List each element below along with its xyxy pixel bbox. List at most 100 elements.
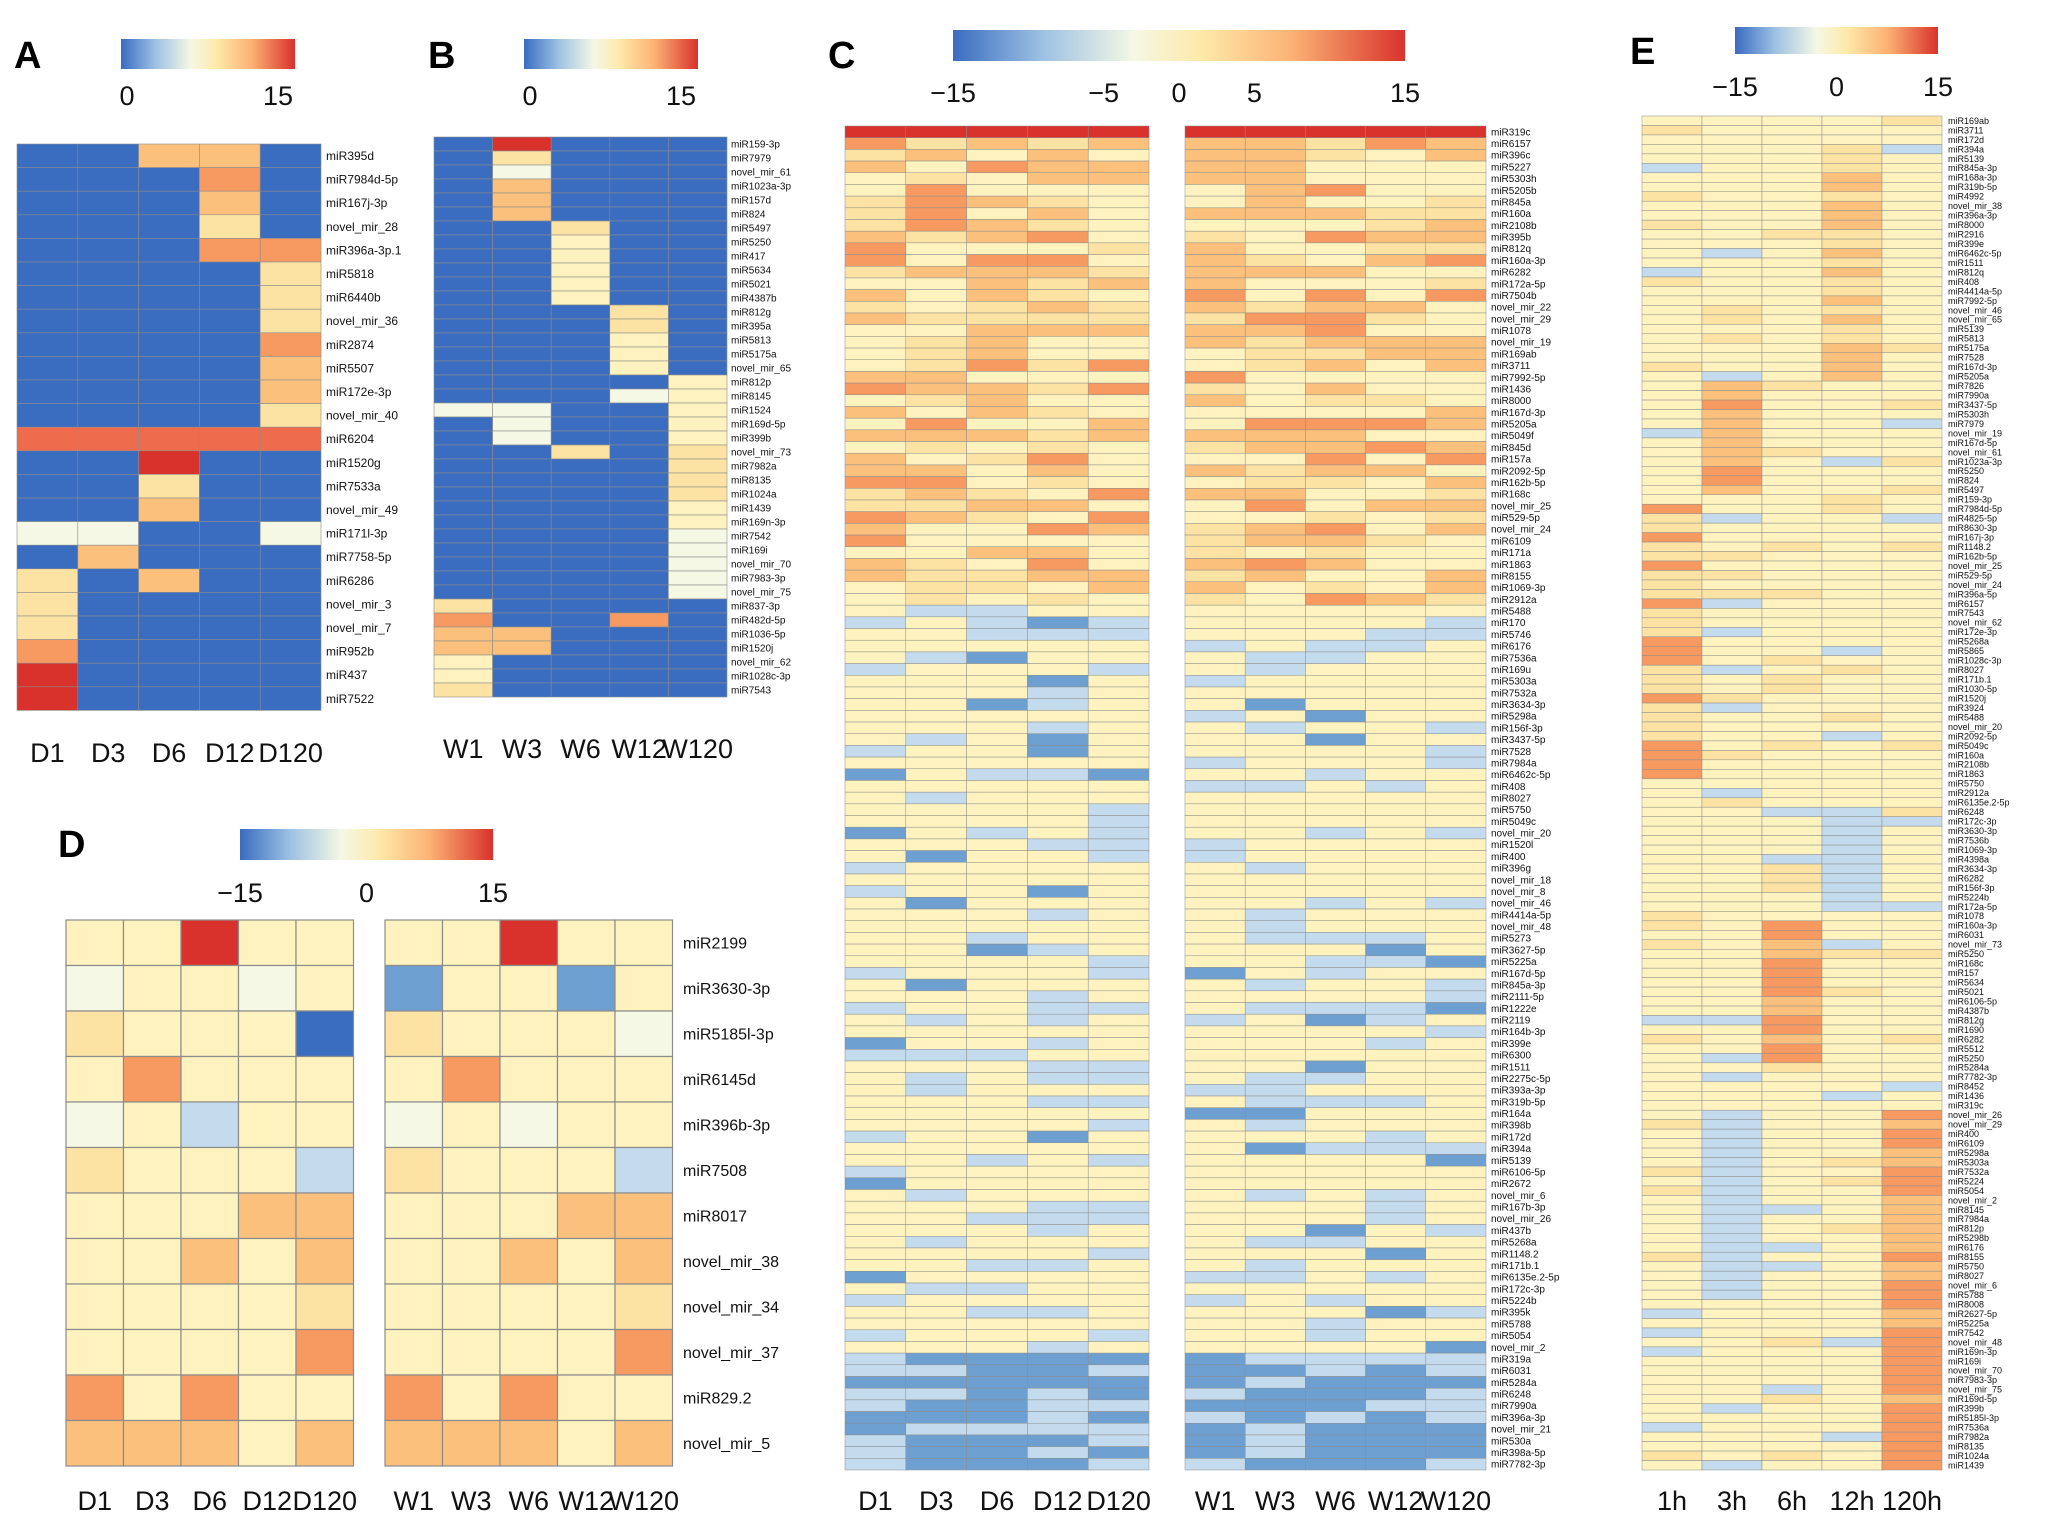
panel-e-cell [1701,579,1763,590]
panel-c-right-row-label: miR6106-5p [1491,1167,1546,1178]
panel-d-left-cell [180,1283,240,1331]
panel-c-left-cell [1027,1423,1089,1436]
panel-c-right-cell [1244,873,1306,886]
panel-c-right-row-label: miR171a [1491,548,1531,559]
panel-b-cell [668,136,728,152]
panel-e-cell [1701,1100,1763,1111]
panel-e-cell [1701,835,1763,846]
panel-d-left-cell [122,1146,182,1194]
panel-c-right-cell [1425,1060,1487,1073]
panel-c-right-cell [1244,371,1306,384]
panel-d-right-cell [441,1101,501,1149]
panel-c-left-cell [844,476,907,489]
panel-e-cell [1641,352,1703,363]
panel-e-cell [1701,892,1763,903]
panel-c-right-cell [1425,721,1487,734]
panel-c-right-cell [1244,265,1306,279]
panel-e-cell [1821,788,1883,798]
panel-c-left-cell [1087,908,1150,921]
panel-d-right-cell [556,1101,616,1149]
panel-a-row-label: novel_mir_3 [326,597,392,611]
panel-e-cell [1881,1403,1943,1414]
panel-a-cell [259,639,322,664]
panel-e-cell [1881,1138,1943,1149]
panel-c-right-cell [1425,289,1487,302]
panel-e-cell [1821,522,1883,533]
panel-c-left-cell [966,558,1028,571]
panel-d-left-cell [237,1283,297,1331]
panel-c-left-cell [905,815,967,828]
panel-c-right-cell [1305,955,1366,968]
panel-c-right-cell [1184,149,1246,162]
panel-d-right-col-label: W6 [509,1486,550,1516]
panel-c-right-cell [1425,698,1487,711]
panel-e-row-label: miR6248 [1948,807,1984,817]
panel-c-right-cell [1305,791,1366,805]
panel-c-right-cell [1305,289,1366,302]
panel-e-cell [1701,1109,1763,1120]
panel-c-left-cell [1027,546,1089,559]
panel-c-left-cell [905,920,967,933]
panel-c-left-cell [1087,207,1150,220]
panel-d-left-cell [237,1010,297,1058]
panel-a-cell [199,662,261,688]
panel-e-cell [1881,522,1943,533]
panel-c-left-cell [844,1130,907,1144]
panel-e-cell [1641,1214,1703,1225]
panel-a-cell [16,379,79,404]
panel-d-right-cell [499,1101,559,1149]
panel-c-right-cell [1305,826,1366,840]
panel-e-cell [1641,1327,1703,1338]
panel-c-left-cell [1087,593,1150,606]
panel-e-cell [1821,750,1883,761]
panel-c-right-cell [1425,838,1487,851]
panel-c-right-row-label: miR395k [1491,1308,1531,1319]
panel-e-cell [1761,806,1823,817]
panel-e-cell [1701,1356,1763,1367]
panel-e-cell [1881,854,1943,865]
panel-c-left-cell [1027,499,1089,512]
panel-c-right-col-label: W1 [1195,1486,1236,1516]
panel-c-right-cell [1305,943,1366,957]
panel-d-left-cell [122,1328,182,1376]
panel-c-right-cell [1425,943,1487,957]
panel-c-right-cell [1244,336,1306,349]
panel-c-left-cell [1027,651,1089,664]
panel-a-colorbar-tick: 0 [119,81,134,111]
panel-c-right-cell [1305,371,1366,384]
panel-b-colorbar [524,39,698,69]
panel-e-row-label: miR5250 [1948,466,1984,476]
panel-e-cell [1641,1109,1703,1120]
panel-c-right-cell [1425,803,1487,816]
panel-e-cell [1881,380,1943,391]
panel-c-left-cell [905,1341,967,1354]
panel-c-right-cell [1305,534,1366,547]
panel-e-cell [1881,721,1943,732]
panel-e-cell [1761,844,1823,855]
panel-e-cell [1821,683,1883,694]
panel-e-cell [1641,560,1703,571]
panel-e-cell [1641,371,1703,382]
panel-c-right-cell [1365,978,1427,992]
panel-c-left-cell [844,1107,907,1120]
panel-c-right-cell [1184,137,1246,150]
panel-e-cell [1821,1185,1883,1196]
panel-c-left-cell [905,534,967,547]
panel-c-left-cell [844,826,907,840]
panel-d-left-cell [65,1055,125,1103]
panel-c-right-cell [1184,1458,1246,1471]
panel-c-left-cell [905,382,967,396]
panel-e-cell [1821,153,1883,164]
panel-b-cell [609,178,669,194]
panel-c-left-cell [844,160,907,173]
panel-c-left-cell [844,675,907,688]
panel-a-cell [199,426,261,452]
panel-c-right-cell [1365,1247,1427,1260]
panel-a-cell [77,190,139,216]
panel-e-cell [1641,636,1703,647]
panel-e-cell [1701,627,1763,638]
panel-e-cell [1881,513,1943,524]
panel-b-cell [550,248,611,264]
panel-c-right-cell [1244,1458,1306,1471]
panel-c-left-cell [1087,803,1150,816]
